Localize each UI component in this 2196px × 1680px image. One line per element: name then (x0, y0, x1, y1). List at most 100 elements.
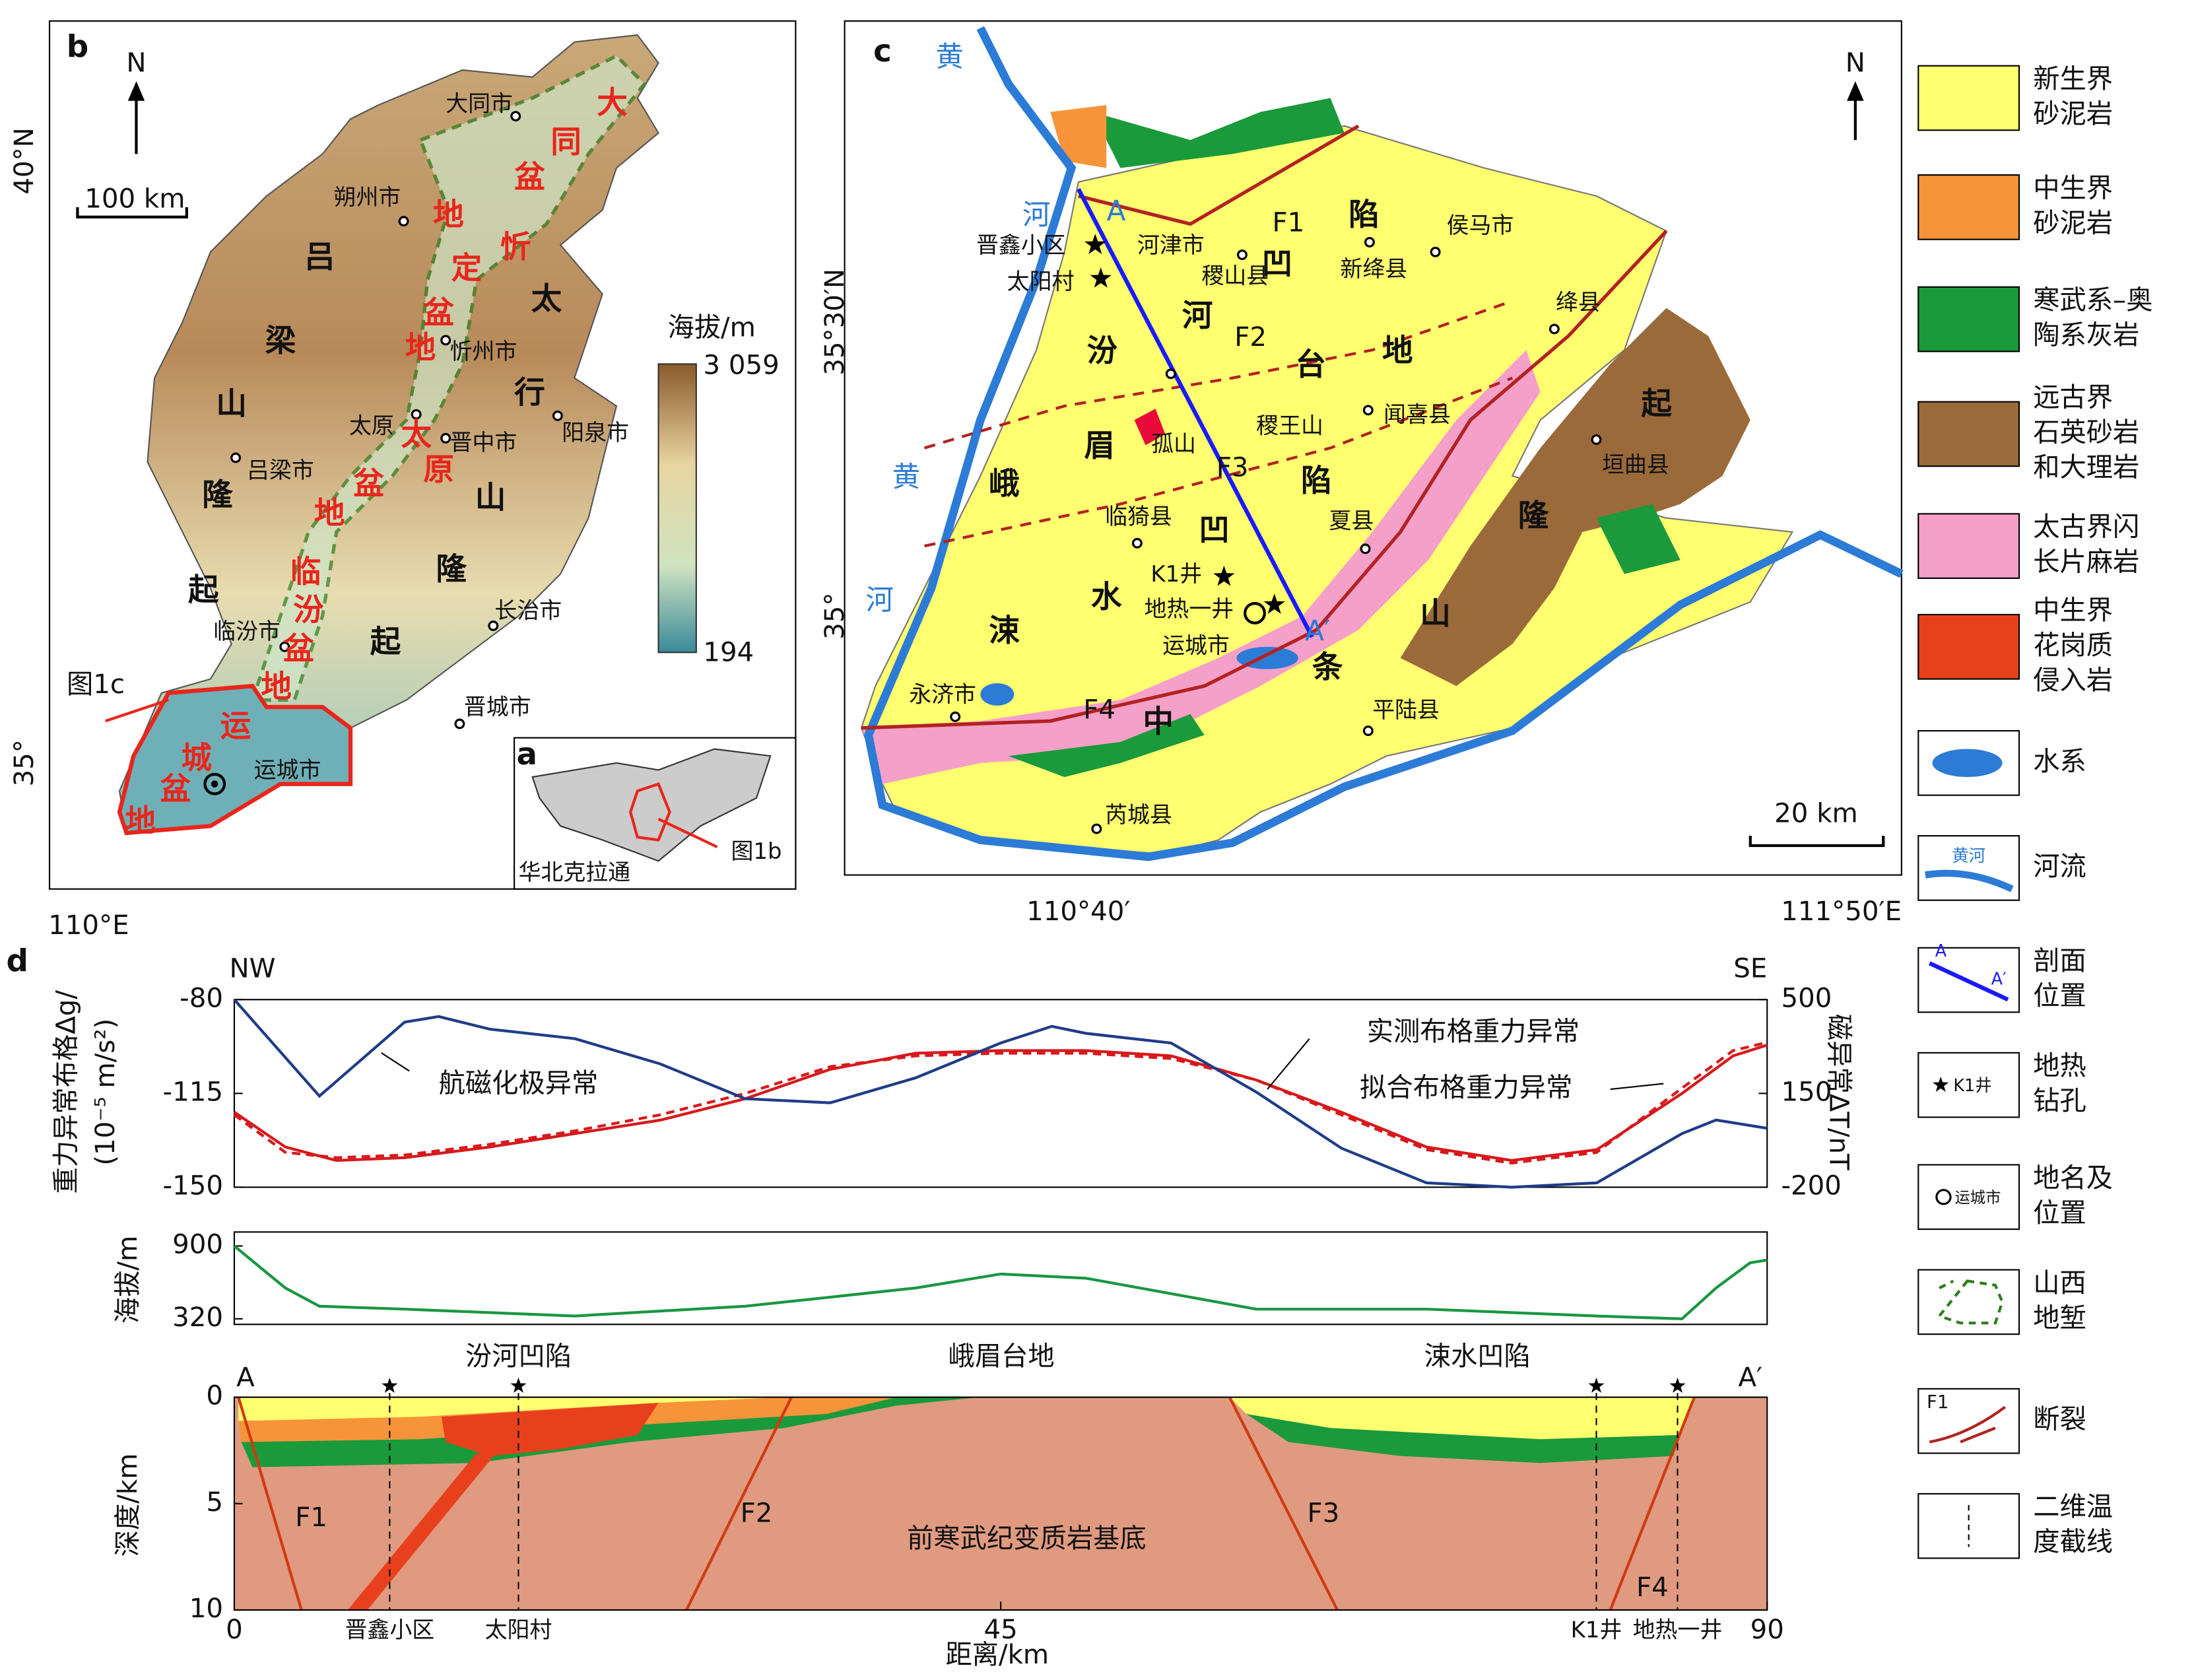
legend-swatch (1917, 1164, 2020, 1230)
label: A′ (1738, 1362, 1762, 1393)
shanxi-inset (628, 782, 671, 842)
label: 深度/km (112, 1454, 143, 1557)
label: 图1b (731, 839, 782, 865)
label: F2 (741, 1498, 773, 1529)
label: 地热一井 (1633, 1617, 1723, 1643)
water (980, 683, 1015, 706)
label: 110°40′ (1026, 896, 1130, 927)
label: 河 (1022, 199, 1050, 232)
label: 侯马市 (1447, 213, 1514, 239)
place-symbol (211, 780, 218, 788)
label: 地 (1382, 333, 1413, 369)
place-dot (1165, 368, 1176, 380)
label: 320 (172, 1302, 223, 1333)
legend-label: 地热 (2033, 1050, 2086, 1081)
place-dot (279, 641, 290, 652)
label: 黄 (892, 461, 920, 494)
place-symbol (203, 772, 226, 795)
label: F1 (295, 1502, 327, 1533)
label: 45 (983, 1614, 1017, 1645)
label: 地 (405, 331, 436, 366)
label: d (7, 944, 28, 980)
label: 35°30′N (819, 269, 850, 376)
label: 5 (206, 1487, 223, 1518)
label: 山 (216, 387, 247, 422)
label: 起 (370, 624, 401, 660)
label: 大同市 (446, 92, 513, 118)
legend-swatch (1917, 613, 2020, 680)
legend-label: 花岗质 (2033, 630, 2113, 661)
legend-icon (1928, 961, 2009, 1002)
label: 永济市 (909, 683, 976, 708)
place-dot (488, 621, 499, 631)
legend-swatch (1917, 1388, 2020, 1454)
river (864, 26, 1904, 861)
label: 海拔/m (112, 1236, 143, 1324)
legend-label: 太古界闪 (2033, 512, 2139, 543)
label: 定 (451, 251, 482, 286)
label: 垣曲县 (1602, 453, 1669, 479)
label: 盆 (160, 772, 191, 807)
legend-label: 远古界 (2033, 382, 2113, 413)
label: 黄 (935, 42, 963, 74)
label: 忻州市 (450, 339, 517, 365)
cenozoic (860, 125, 1794, 855)
label: 汾 (293, 592, 324, 628)
place-dot (1364, 236, 1375, 248)
place-dot (950, 711, 961, 722)
legend-label: 地名及 (2033, 1162, 2113, 1193)
section-line (1076, 187, 1314, 638)
label: 图1c (67, 669, 125, 700)
fault (861, 230, 1668, 730)
label: 中 (1143, 704, 1174, 740)
label: 晋鑫小区 (976, 233, 1066, 259)
label: 海拔/m (667, 312, 755, 343)
label: 河 (865, 584, 893, 617)
label: 阳泉市 (562, 420, 629, 446)
legend-swatch (1917, 1269, 2020, 1335)
label: -150 (163, 1170, 223, 1201)
label: 运城市 (1162, 633, 1230, 659)
legend-swatch (1917, 401, 2020, 467)
scale-bar (76, 207, 188, 218)
label: 闻喜县 (1383, 402, 1451, 428)
label: 35° (819, 592, 850, 639)
series-line (233, 1044, 1768, 1162)
legend-label: 砂泥岩 (2033, 207, 2113, 238)
label: N (1846, 48, 1865, 79)
label: 汾 (1087, 333, 1118, 369)
label: 隆 (1518, 498, 1550, 534)
label: 100 km (84, 183, 185, 214)
place-dot (411, 409, 422, 420)
cambrian (1596, 504, 1680, 574)
intrusion (347, 1403, 659, 1610)
legend-swatch (1917, 174, 2020, 240)
label: 河 (1182, 298, 1213, 334)
label: 地 (433, 197, 464, 233)
label: -115 (163, 1076, 223, 1107)
label: A (1107, 195, 1126, 228)
craton (531, 748, 772, 862)
well-star (1090, 267, 1112, 288)
place-dot (230, 452, 242, 463)
label: 晋城市 (464, 695, 531, 721)
label: 地 (125, 804, 156, 840)
label: 陷 (1301, 463, 1332, 499)
legend-icon (1935, 1189, 1952, 1205)
legend-label: 地堑 (2033, 1302, 2086, 1333)
fault (237, 1396, 1696, 1611)
label: SE (1733, 953, 1767, 984)
legend-label: 钻孔 (2033, 1085, 2086, 1116)
label: NW (230, 953, 276, 984)
arrow (657, 817, 718, 849)
legend-label: 陶系灰岩 (2033, 319, 2139, 351)
label: 山 (475, 481, 506, 516)
label: 陷 (1348, 197, 1380, 233)
place-dot (1430, 246, 1441, 257)
legend-icon-label: 运城市 (1954, 1189, 2001, 1207)
label: (10⁻⁵ m/s²) (90, 1019, 121, 1166)
legend-label: 中生界 (2033, 595, 2113, 626)
label: 地热一井 (1145, 597, 1234, 622)
label: 原 (423, 452, 454, 488)
label: 晋中市 (450, 430, 517, 456)
